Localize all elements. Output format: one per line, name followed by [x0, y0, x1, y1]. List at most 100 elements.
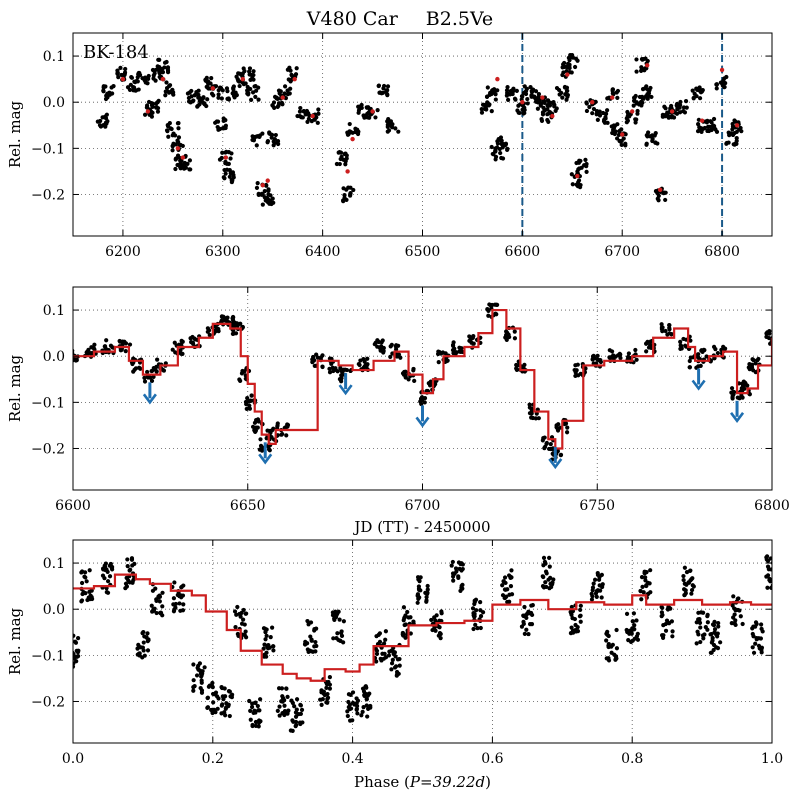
data-point: [165, 124, 171, 129]
x-tick-label: 6500: [405, 244, 441, 260]
data-point: [348, 692, 353, 698]
data-point: [471, 334, 476, 339]
model-point: [550, 113, 555, 119]
data-point: [224, 86, 230, 91]
y-tick-label: −0.2: [31, 694, 65, 710]
data-point: [652, 133, 657, 138]
data-point: [478, 614, 484, 619]
data-point: [219, 685, 224, 690]
data-point: [316, 107, 321, 112]
data-point: [687, 365, 693, 370]
data-point: [644, 349, 649, 354]
data-point: [215, 706, 220, 711]
data-point: [635, 637, 641, 642]
data-point: [117, 339, 123, 344]
data-point: [127, 342, 133, 347]
data-point: [104, 112, 109, 117]
data-point: [197, 668, 203, 673]
data-point: [217, 157, 223, 162]
data-point: [642, 571, 647, 576]
data-point: [334, 161, 339, 167]
data-point: [252, 420, 258, 425]
data-point: [141, 629, 146, 635]
data-point: [424, 594, 429, 600]
data-point: [197, 95, 202, 101]
data-point: [712, 126, 717, 131]
data-point: [250, 134, 255, 139]
data-point: [640, 87, 646, 92]
data-point: [689, 591, 694, 596]
model-line: [73, 573, 772, 682]
data-point: [223, 159, 228, 164]
data-point: [356, 108, 362, 113]
data-point: [266, 643, 271, 648]
data-point: [297, 109, 303, 114]
data-point: [393, 664, 399, 669]
data-point: [691, 96, 696, 101]
model-point: [565, 72, 570, 77]
data-point: [545, 117, 550, 123]
data-point: [242, 622, 247, 627]
data-point: [248, 717, 253, 722]
data-point: [522, 604, 527, 610]
data-point: [309, 649, 314, 654]
data-point: [649, 94, 654, 100]
plot-frame: [72, 539, 773, 744]
x-axis-label: JD (TT) - 2450000: [352, 518, 490, 536]
data-point: [560, 95, 565, 100]
data-point: [555, 426, 560, 431]
data-point: [663, 197, 668, 203]
data-point: [770, 583, 772, 588]
data-point: [524, 627, 529, 632]
data-point: [327, 675, 332, 680]
data-point: [711, 647, 716, 653]
data-point: [135, 75, 140, 80]
data-point: [632, 623, 637, 628]
data-point: [659, 614, 664, 619]
data-point: [365, 714, 370, 719]
data-point: [453, 566, 459, 571]
y-tick-label: 0.1: [43, 303, 65, 319]
data-point: [197, 102, 202, 107]
data-point: [471, 610, 476, 616]
data-point: [123, 66, 128, 72]
data-point: [312, 644, 317, 649]
data-point: [738, 614, 743, 619]
data-point: [682, 581, 687, 586]
data-point: [135, 79, 140, 84]
data-point: [542, 559, 548, 564]
data-point: [638, 99, 644, 105]
data-point: [142, 379, 148, 384]
data-point: [703, 624, 708, 630]
data-point: [600, 582, 605, 587]
model-point: [644, 63, 650, 68]
data-point: [156, 57, 161, 62]
data-point: [753, 361, 758, 366]
data-point: [205, 326, 210, 331]
data-point: [385, 84, 391, 89]
data-point: [223, 706, 228, 711]
data-point: [233, 625, 238, 630]
data-point: [704, 354, 709, 359]
data-point: [548, 100, 553, 105]
data-point: [249, 704, 255, 710]
data-point: [686, 580, 691, 585]
data-point: [115, 70, 120, 75]
data-point: [166, 134, 171, 139]
data-point: [665, 332, 670, 337]
x-tick-label: 6700: [604, 244, 640, 260]
data-point: [522, 107, 527, 113]
data-point: [314, 352, 319, 357]
data-point: [541, 585, 547, 590]
data-point: [541, 435, 546, 441]
data-point: [254, 88, 259, 93]
data-point: [631, 103, 636, 108]
data-point: [548, 575, 553, 580]
peak-arrow: [730, 400, 745, 423]
data-point: [280, 431, 285, 437]
peak-arrow-head: [258, 453, 273, 465]
data-point: [155, 357, 160, 362]
data-point: [185, 161, 190, 166]
peak-arrow-head: [730, 412, 745, 423]
plot-area: [95, 33, 744, 236]
